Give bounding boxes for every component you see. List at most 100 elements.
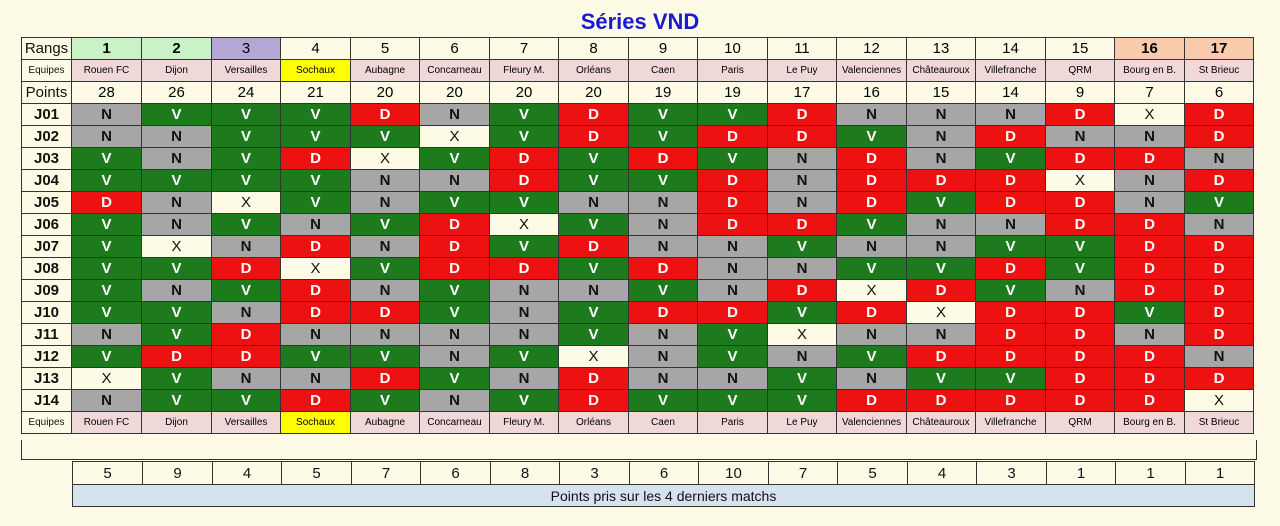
team-name-cell: Villefranche bbox=[975, 411, 1046, 434]
result-cell: V bbox=[489, 235, 559, 258]
recent-points-cell: 8 bbox=[490, 461, 560, 485]
round-label: J02 bbox=[21, 125, 72, 148]
rank-cell: 8 bbox=[558, 37, 629, 60]
result-cell: D bbox=[836, 191, 907, 214]
result-cell: N bbox=[489, 323, 559, 346]
rank-cell: 6 bbox=[419, 37, 490, 60]
result-cell: N bbox=[211, 301, 281, 324]
team-name-cell: Caen bbox=[628, 59, 698, 82]
team-name-cell: Valenciennes bbox=[836, 411, 907, 434]
round-row: J14 N V V D V N V D V V V D D D D D X bbox=[21, 389, 1254, 412]
result-cell: X bbox=[419, 125, 490, 148]
result-cell: D bbox=[211, 345, 281, 368]
result-cell: X bbox=[1045, 169, 1115, 192]
result-cell: X bbox=[350, 147, 420, 170]
teams-label: Equipes bbox=[21, 59, 72, 82]
result-cell: D bbox=[280, 301, 351, 324]
result-cell: N bbox=[489, 301, 559, 324]
round-label: J13 bbox=[21, 367, 72, 390]
result-cell: N bbox=[1184, 147, 1254, 170]
result-cell: V bbox=[489, 345, 559, 368]
result-cell: V bbox=[280, 169, 351, 192]
result-cell: D bbox=[558, 103, 629, 126]
result-cell: V bbox=[71, 257, 142, 280]
series-table-body: Rangs 1 2 3 4 5 6 7 8 9 10 11 12 13 14 15 16 17 Equipes … bbox=[21, 37, 1254, 434]
result-cell: N bbox=[141, 191, 212, 214]
result-cell: V bbox=[697, 323, 768, 346]
ranks-label: Rangs bbox=[21, 37, 72, 60]
round-row: J05 D N X V N V V N N D N D V D D N V bbox=[21, 191, 1254, 214]
result-cell: N bbox=[628, 323, 698, 346]
round-label: J06 bbox=[21, 213, 72, 236]
result-cell: N bbox=[628, 367, 698, 390]
result-cell: D bbox=[697, 169, 768, 192]
result-cell: X bbox=[1114, 103, 1185, 126]
result-cell: D bbox=[767, 279, 837, 302]
result-cell: V bbox=[71, 235, 142, 258]
result-cell: V bbox=[906, 367, 976, 390]
result-cell: X bbox=[280, 257, 351, 280]
result-cell: V bbox=[1114, 301, 1185, 324]
result-cell: N bbox=[906, 125, 976, 148]
team-name-cell: Bourg en B. bbox=[1114, 59, 1185, 82]
rank-cell: 17 bbox=[1184, 37, 1254, 60]
page-title: Séries VND bbox=[580, 9, 700, 34]
result-cell: V bbox=[975, 147, 1046, 170]
round-row: J07 V X N D N D V D N N V N N V V D D bbox=[21, 235, 1254, 258]
round-row: J11 N V D N N N N V N V X N N D D N D bbox=[21, 323, 1254, 346]
team-name-cell: Villefranche bbox=[975, 59, 1046, 82]
points-cell: 15 bbox=[906, 81, 976, 104]
result-cell: V bbox=[141, 389, 212, 412]
result-cell: N bbox=[1184, 213, 1254, 236]
result-cell: N bbox=[767, 257, 837, 280]
series-table: Rangs 1 2 3 4 5 6 7 8 9 10 11 12 13 14 15 16 17 Equipes … bbox=[21, 37, 1254, 434]
team-name-cell: Dijon bbox=[141, 411, 212, 434]
result-cell: D bbox=[558, 389, 629, 412]
result-cell: D bbox=[697, 213, 768, 236]
result-cell: D bbox=[836, 389, 907, 412]
result-cell: N bbox=[280, 213, 351, 236]
team-name-cell: Fleury M. bbox=[489, 411, 559, 434]
result-cell: N bbox=[1114, 191, 1185, 214]
result-cell: V bbox=[71, 169, 142, 192]
result-cell: D bbox=[558, 235, 629, 258]
result-cell: D bbox=[975, 191, 1046, 214]
result-cell: D bbox=[1184, 235, 1254, 258]
rank-cell: 10 bbox=[697, 37, 768, 60]
result-cell: N bbox=[71, 125, 142, 148]
result-cell: D bbox=[211, 323, 281, 346]
result-cell: D bbox=[836, 169, 907, 192]
result-cell: D bbox=[489, 169, 559, 192]
result-cell: D bbox=[419, 257, 490, 280]
team-name-cell: Orléans bbox=[558, 411, 629, 434]
rank-cell: 13 bbox=[906, 37, 976, 60]
points-cell: 19 bbox=[628, 81, 698, 104]
result-cell: N bbox=[836, 235, 907, 258]
result-cell: N bbox=[628, 213, 698, 236]
result-cell: V bbox=[558, 169, 629, 192]
result-cell: D bbox=[350, 301, 420, 324]
result-cell: N bbox=[975, 213, 1046, 236]
result-cell: D bbox=[280, 147, 351, 170]
result-cell: D bbox=[1114, 213, 1185, 236]
rank-cell: 9 bbox=[628, 37, 698, 60]
result-cell: N bbox=[280, 367, 351, 390]
result-cell: D bbox=[975, 301, 1046, 324]
result-cell: V bbox=[350, 257, 420, 280]
result-cell: D bbox=[1045, 191, 1115, 214]
result-cell: N bbox=[350, 323, 420, 346]
result-cell: D bbox=[1045, 103, 1115, 126]
recent-points-caption: Points pris sur les 4 derniers matchs bbox=[72, 484, 1255, 507]
recent-points-table: 5 9 4 5 7 6 8 3 6 10 7 5 4 3 1 1 1 Points pris sur les 4… bbox=[72, 461, 1255, 507]
result-cell: V bbox=[767, 301, 837, 324]
round-label: J07 bbox=[21, 235, 72, 258]
team-name-cell: Rouen FC bbox=[71, 411, 142, 434]
result-cell: V bbox=[71, 345, 142, 368]
result-cell: X bbox=[71, 367, 142, 390]
result-cell: D bbox=[280, 279, 351, 302]
result-cell: D bbox=[350, 367, 420, 390]
result-cell: D bbox=[1184, 367, 1254, 390]
result-cell: N bbox=[628, 345, 698, 368]
result-cell: N bbox=[350, 279, 420, 302]
recent-points-cell: 6 bbox=[629, 461, 699, 485]
